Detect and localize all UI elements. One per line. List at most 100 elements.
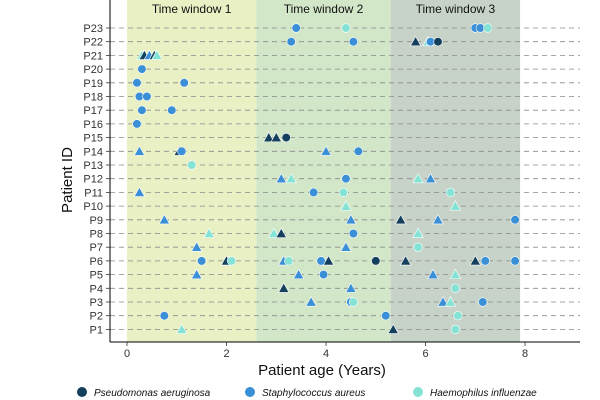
data-point [167,105,177,115]
x-tick-labels: 0 2 4 6 8 [124,342,528,360]
data-point [132,78,142,88]
data-point [275,227,287,238]
data-point [433,37,443,47]
data-point [270,131,282,143]
legend: Pseudomonas aeruginosa Staphylococcus aur… [77,387,537,399]
data-point [413,242,423,252]
y-tick-label: P1 [90,324,103,336]
y-tick-label: P6 [90,256,103,268]
data-point [132,119,142,129]
data-point [292,268,305,280]
legend-marker [413,387,423,397]
data-point [345,213,357,225]
data-point [348,228,359,239]
y-tick-label: P14 [83,146,103,158]
data-point [445,187,456,197]
y-tick-label: P5 [90,270,103,282]
data-point [338,187,349,197]
data-point [341,23,351,33]
time-window-bands: Time window 1 Time window 2 Time window 3 [127,0,521,342]
data-point [275,172,287,184]
legend-marker [245,387,255,397]
data-point [137,64,147,74]
x-tick-label: 2 [223,348,229,360]
data-point [197,256,207,266]
y-tick-label: P8 [90,229,103,241]
data-point [371,256,381,266]
row-gridlines [110,27,580,330]
data-point [320,145,332,156]
data-point [444,296,457,307]
data-point [387,323,399,334]
y-tick-label: P7 [90,242,103,254]
time-window-label: Time window 3 [416,2,496,16]
data-point [432,213,444,225]
legend-marker [77,387,87,397]
data-point [348,297,359,307]
data-point [340,200,352,211]
y-tick-label: P20 [83,64,103,76]
data-point [151,49,163,60]
y-tick-label: P18 [83,92,103,104]
data-points [132,23,520,335]
data-point [322,255,335,266]
y-tick-label: P12 [83,174,103,186]
time-window-label: Time window 2 [284,2,364,16]
data-point [308,187,319,197]
data-point [381,311,391,321]
data-point [483,23,493,33]
data-point [399,255,412,266]
data-point [510,256,520,266]
data-point [318,270,329,280]
data-point [449,200,462,211]
time-window-band [127,0,257,342]
y-tick-label: P4 [90,283,103,295]
data-point [176,323,188,334]
x-tick-label: 6 [422,348,428,360]
data-point [345,282,357,293]
y-tick-label: P15 [83,133,103,145]
y-tick-label: P9 [90,215,103,227]
data-point [341,174,351,184]
data-point [190,241,203,252]
data-point [133,145,146,156]
data-point [177,146,187,156]
data-point [281,133,291,143]
legend-label: Haemophilus influenzae [430,388,537,399]
data-point [268,227,280,238]
y-tick-label: P21 [83,50,103,62]
data-point [348,37,359,47]
data-point [453,311,463,321]
data-point [412,227,424,238]
data-point [203,227,215,238]
data-point [278,282,290,293]
data-point [469,255,482,266]
data-point [353,146,363,156]
data-point [133,186,146,197]
data-point [284,256,294,266]
y-tick-label: P16 [83,119,103,131]
data-point [340,241,352,252]
y-tick-label: P2 [90,311,103,323]
data-point [427,268,439,280]
x-tick-label: 0 [124,348,130,360]
data-point [142,91,152,102]
data-point [187,160,197,170]
data-point [478,297,488,307]
x-tick-label: 4 [323,348,329,360]
data-point [480,256,490,266]
legend-label: Staphylococcus aureus [262,388,365,399]
y-tick-label: P23 [83,23,103,35]
y-tick-label: P13 [83,160,103,172]
data-point [424,172,437,184]
data-point [510,215,520,225]
data-point [437,296,449,307]
axes [109,0,580,343]
legend-label: Pseudomonas aeruginosa [94,388,211,399]
data-point [285,172,297,184]
x-axis-title: Patient age (Years) [258,362,386,379]
y-tick-label: P22 [83,37,103,49]
data-point [450,324,461,335]
